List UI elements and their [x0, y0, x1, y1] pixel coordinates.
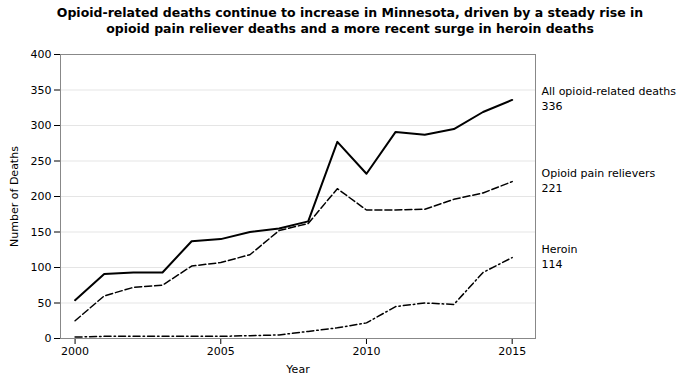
- svg-text:2015: 2015: [498, 345, 526, 358]
- svg-text:All opioid-related deaths: All opioid-related deaths: [542, 85, 677, 98]
- svg-text:114: 114: [542, 258, 563, 271]
- svg-text:2000: 2000: [61, 345, 89, 358]
- svg-text:200: 200: [31, 190, 52, 203]
- svg-text:150: 150: [31, 225, 52, 238]
- svg-text:2005: 2005: [207, 345, 235, 358]
- html-text:Opioid-related deaths continue: Opioid-related deaths continue to increa…: [56, 5, 644, 37]
- svg-text:350: 350: [31, 83, 52, 96]
- svg-text:221: 221: [542, 182, 563, 195]
- svg-text:Number of Deaths: Number of Deaths: [8, 145, 21, 246]
- svg-text:50: 50: [38, 296, 52, 309]
- svg-text:336: 336: [542, 100, 563, 113]
- svg-text:250: 250: [31, 154, 52, 167]
- svg-text:2010: 2010: [352, 345, 380, 358]
- svg-text:300: 300: [31, 119, 52, 132]
- svg-text:100: 100: [31, 261, 52, 274]
- svg-text:Year: Year: [285, 362, 310, 375]
- svg-text:0: 0: [45, 332, 52, 345]
- svg-text:Opioid pain relievers: Opioid pain relievers: [542, 167, 656, 180]
- svg-text:400: 400: [31, 48, 52, 61]
- svg-text:Heroin: Heroin: [542, 243, 578, 256]
